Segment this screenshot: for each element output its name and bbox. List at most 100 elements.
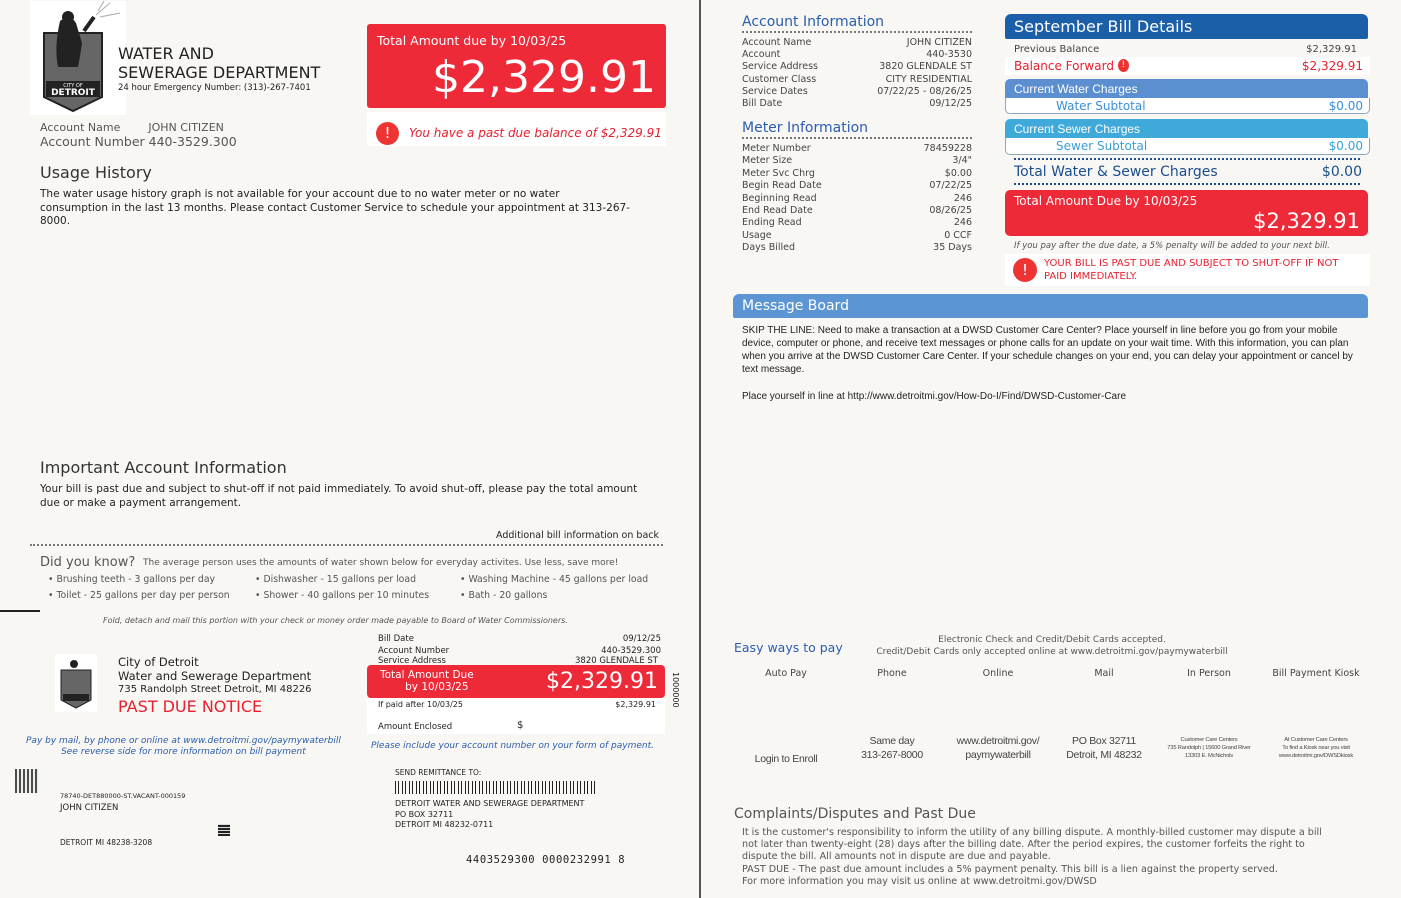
amount-enclosed-field[interactable]: $ — [517, 720, 524, 731]
stub-if-paid-after: If paid after 10/03/25 $2,329.91 — [378, 700, 656, 709]
value: 09/12/25 — [929, 98, 972, 109]
note-line: Electronic Check and Credit/Debit Cards … — [938, 635, 1166, 645]
label: Previous Balance — [1014, 44, 1100, 55]
svg-text:DETROIT: DETROIT — [51, 88, 96, 98]
value: 09/12/25 — [622, 634, 661, 644]
meter-info-row: Usage 0 CCF — [742, 230, 972, 241]
value: 440-3529.300 — [601, 646, 661, 656]
complaints-line: For more information you may visit us on… — [742, 875, 1097, 887]
detail-line: PO Box 32711 — [1072, 735, 1136, 747]
stub-service-address: Service Address 3820 GLENDALE ST — [378, 656, 658, 666]
account-info-row: Service Dates 07/22/25 - 08/26/25 — [742, 86, 972, 97]
value: 35 Days — [933, 242, 972, 254]
water-subtotal-row: Water Subtotal $0.00 — [1005, 98, 1370, 114]
pay-method-name: Phone — [877, 668, 907, 679]
value: $0.00 — [1321, 164, 1362, 180]
account-number: 440-3529.300 — [148, 134, 237, 149]
alert-icon: ! — [1013, 258, 1037, 282]
svg-text:CITY OF: CITY OF — [63, 83, 83, 89]
message-board-header: Message Board — [733, 294, 1368, 318]
postal-barcode — [395, 781, 595, 794]
pay-method: Online www.detroitmi.gov/paymywaterbill — [938, 668, 1058, 762]
fold-mark — [0, 610, 40, 612]
remit-label: SEND REMITTANCE TO: — [395, 768, 482, 777]
detail-line: 735 Randolph | 15600 Grand River — [1167, 745, 1251, 751]
value: 246 — [953, 192, 972, 204]
divider — [1014, 158, 1360, 160]
label: Bill Date — [378, 634, 414, 644]
pay-line-1: Pay by mail, by phone or online at www.d… — [26, 736, 341, 746]
pay-method-name: Auto Pay — [765, 668, 807, 679]
stub-due-amount: $2,329.91 — [546, 669, 658, 694]
payment-note: Electronic Check and Credit/Debit Cards … — [852, 634, 1252, 658]
remit-line: PO BOX 32711 — [395, 809, 454, 819]
stub-address: 735 Randolph Street Detroit, MI 48226 — [118, 684, 312, 695]
label: Ending Read — [742, 217, 802, 229]
pay-method-detail: Login to Enroll — [726, 752, 846, 766]
stub-address-block: City of Detroit Water and Sewerage Depar… — [118, 655, 312, 715]
stub-city: City of Detroit — [118, 655, 199, 669]
stub-dept: Water and Sewerage Department — [118, 668, 312, 683]
pay-method: Auto Pay Login to Enroll — [726, 668, 846, 766]
label: Service Dates — [742, 85, 808, 97]
bill-details-title: September Bill Details — [1014, 17, 1193, 36]
pay-line-2: See reverse side for more information on… — [61, 747, 306, 757]
detail-line: www.detroitmi.gov/DWSDkiosk — [1278, 753, 1354, 759]
remit-line: DETROIT MI 48232-0711 — [395, 820, 494, 829]
detail-line: Same day — [869, 735, 915, 747]
pay-method-detail: PO Box 32711 Detroit, MI 48232 — [1044, 734, 1164, 762]
detail-line: At Customer Care Centers — [1284, 737, 1348, 743]
account-info-row: Account 440-3530 — [742, 49, 972, 60]
detail-line: Detroit, MI 48232 — [1066, 749, 1142, 761]
complaints-line: dispute the bill. All amounts not in dis… — [742, 851, 1051, 863]
label: If paid after 10/03/25 — [378, 700, 463, 709]
label: Meter Size — [742, 155, 793, 167]
water-charges-header: Current Water Charges — [1005, 79, 1368, 98]
shutoff-warning-text: YOUR BILL IS PAST DUE AND SUBJECT TO SHU… — [1044, 258, 1339, 282]
tip-item: Washing Machine - 45 gallons per load — [460, 574, 648, 585]
complaints-text: It is the customer's responsibility to i… — [742, 827, 1322, 888]
value: $2,329.91 — [1306, 44, 1357, 55]
pay-method-name: Online — [982, 668, 1014, 679]
important-info-text: Your bill is past due and subject to shu… — [40, 483, 638, 509]
remit-line: DETROIT WATER AND SEWERAGE DEPARTMENT — [395, 799, 585, 808]
easy-ways-to-pay-title: Easy ways to pay — [734, 640, 843, 655]
detail-line: www.detroitmi.gov/ — [956, 735, 1040, 747]
pay-method-detail: Customer Care Centers 735 Randolph | 1560… — [1149, 736, 1269, 760]
stub-account-number: Account Number 440-3529.300 — [378, 646, 661, 656]
account-info-row: Service Address 3820 GLENDALE ST — [742, 61, 972, 72]
customer-care-link[interactable]: Place yourself in line at http://www.det… — [742, 391, 1127, 402]
label: Account Name — [742, 37, 812, 48]
total-due-amount: $2,329.91 — [432, 52, 656, 103]
sewer-charges-header: Current Sewer Charges — [1005, 119, 1368, 138]
qr-code-icon — [15, 769, 39, 793]
complaints-line: It is the customer's responsibility to i… — [742, 827, 1322, 838]
meter-info-row: Meter Svc Chrg $0.00 — [742, 168, 972, 179]
label: Sewer Subtotal — [1056, 139, 1148, 153]
balance-forward-row: Balance Forward ! $2,329.91 — [1014, 59, 1363, 73]
bill-details-header: September Bill Details — [1005, 14, 1368, 39]
total-due-box: Total Amount due by 10/03/25 $2,329.91 — [367, 24, 666, 108]
divider — [742, 31, 972, 33]
did-you-know-intro: The average person uses the amounts of w… — [143, 558, 619, 568]
message-board-text: SKIP THE LINE: Need to make a transactio… — [742, 325, 1353, 375]
bill-total-due-box: Total Amount Due by 10/03/25 $2,329.91 — [1005, 190, 1368, 236]
balance-forward-bg — [1005, 57, 1370, 75]
small-barcode-icon — [218, 824, 230, 836]
value: 07/22/25 — [929, 180, 972, 192]
value: 246 — [953, 217, 972, 229]
label: Account — [742, 49, 781, 61]
important-info-title: Important Account Information — [40, 458, 287, 477]
pay-method-detail: At Customer Care Centers To find a Kiosk … — [1256, 736, 1376, 760]
complaints-title: Complaints/Disputes and Past Due — [734, 806, 976, 822]
pay-method: Phone Same day 313-267-8000 — [832, 668, 952, 762]
scan-line: 4403529300 0000232991 8 — [466, 854, 626, 866]
complaints-line: PAST DUE - The past due amount includes … — [742, 863, 1278, 875]
account-info-row: Customer Class CITY RESIDENTIAL — [742, 74, 972, 85]
additional-info-note: Additional bill information on back — [496, 530, 659, 541]
pay-method-name: Bill Payment Kiosk — [1272, 668, 1360, 679]
pay-method-name: In Person — [1187, 668, 1231, 679]
meter-info-title: Meter Information — [742, 120, 869, 136]
label: Usage — [742, 229, 772, 241]
